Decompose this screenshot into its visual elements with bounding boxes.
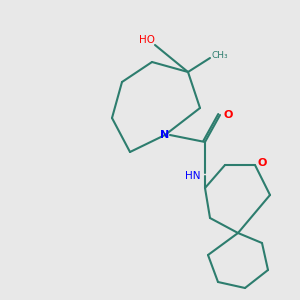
Text: HO: HO bbox=[139, 35, 155, 45]
Text: O: O bbox=[223, 110, 233, 120]
Text: CH₃: CH₃ bbox=[212, 50, 228, 59]
Text: N: N bbox=[160, 130, 169, 140]
Text: O: O bbox=[257, 158, 267, 168]
Text: HN: HN bbox=[185, 171, 201, 181]
